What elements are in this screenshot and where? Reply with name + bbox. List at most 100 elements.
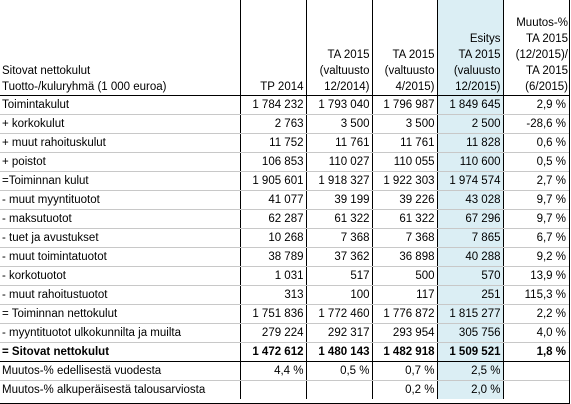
cell-tp2014: 62 287: [240, 209, 307, 229]
cell-ta2015-v12: 11 761: [306, 133, 373, 153]
cell-ta2015-v4: 0,2 %: [372, 380, 438, 399]
cell-muutos: 4,0 %: [503, 323, 570, 343]
table-row: - tuet ja avustukset 10 268 7 368 7 368 7 86…: [0, 228, 570, 248]
cell-muutos: 0,5 %: [503, 152, 570, 172]
row-label: - myyntituotot ulkokunnilta ja muilta: [0, 323, 241, 343]
cell-ta2015-v4: 1 482 918: [372, 342, 438, 362]
cell-tp2014: 313: [240, 285, 307, 305]
footer-row: Muutos-% edellisestä vuodesta 4,4 % 0,5 % 0…: [0, 361, 570, 381]
cell-ta2015-v4: 1 776 872: [372, 304, 438, 324]
cell-ta2015-v12: 0,5 %: [306, 361, 373, 381]
cell-muutos: 115,3 %: [503, 285, 570, 305]
cell-esitys: 1 815 277: [437, 304, 504, 324]
row-label: - muut myyntituotot: [0, 190, 241, 210]
cell-ta2015-v4: 39 226: [372, 190, 438, 210]
header-esitys: Esitys TA 2015 (valuusto 12/2015): [437, 0, 504, 96]
header-text: 4/2015): [395, 81, 435, 93]
cell-muutos: 1,8 %: [503, 342, 570, 362]
table-row: = Toiminnan nettokulut 1 751 836 1 772 460…: [0, 304, 570, 324]
cell-ta2015-v4: 3 500: [372, 114, 438, 134]
row-label: - muut rahoitustuotot: [0, 285, 241, 305]
cell-esitys: 305 756: [437, 323, 504, 343]
header-text: TA 2015: [526, 65, 568, 77]
cell-esitys: 43 028: [437, 190, 504, 210]
cell-ta2015-v12: 37 362: [306, 247, 373, 267]
row-label: + poistot: [0, 152, 241, 172]
cell-muutos: 2,2 %: [503, 304, 570, 324]
cell-ta2015-v12: 39 199: [306, 190, 373, 210]
cell-ta2015-v4: 61 322: [372, 209, 438, 229]
cell-esitys: 251: [437, 285, 504, 305]
cell-esitys: 2,5 %: [437, 361, 504, 381]
header-title: Sitovat nettokulut: [2, 65, 91, 77]
header-text: (valtuusto: [384, 65, 435, 77]
cell-tp2014: 38 789: [240, 247, 307, 267]
cell-tp2014: 2 763: [240, 114, 307, 134]
table-row: - korkotuotot 1 031 517 500 570 13,9 %: [0, 266, 570, 286]
row-label: Toimintakulut: [0, 95, 241, 115]
footer-row: Muutos-% alkuperäisestä talousarviosta 0,…: [0, 380, 570, 400]
header-text: 12/2015): [455, 81, 501, 93]
cell-esitys: 570: [437, 266, 504, 286]
row-label: = Sitovat nettokulut: [0, 342, 241, 362]
cell-muutos: 0,6 %: [503, 133, 570, 153]
cell-muutos: 6,7 %: [503, 228, 570, 248]
table-row: + korkokulut 2 763 3 500 3 500 2 500 -28,6 %: [0, 114, 570, 134]
header-text: TA 2015: [458, 49, 501, 61]
cell-ta2015-v12: [306, 380, 373, 399]
header-label-cell: Sitovat nettokulut Tuotto-/kuluryhmä (1 …: [0, 0, 241, 96]
header-text: 12/2014): [324, 81, 370, 93]
header-text: TA 2015: [392, 49, 435, 61]
header-row: Sitovat nettokulut Tuotto-/kuluryhmä (1 …: [0, 0, 570, 96]
cell-muutos: 9,2 %: [503, 247, 570, 267]
header-text: (valuusto: [453, 65, 501, 77]
table-row: + muut rahoituskulut 11 752 11 761 11 761 11…: [0, 133, 570, 153]
total-row: = Sitovat nettokulut 1 472 612 1 480 143 1 …: [0, 342, 570, 362]
header-text: (6/2015): [525, 81, 568, 93]
cell-ta2015-v12: 517: [306, 266, 373, 286]
cell-ta2015-v4: 11 761: [372, 133, 438, 153]
cell-esitys: 11 828: [437, 133, 504, 153]
header-text: TA 2015: [526, 33, 568, 45]
cell-esitys: 110 600: [437, 152, 504, 172]
header-tp2014-text: TP 2014: [260, 81, 304, 93]
cell-ta2015-v12: 1 772 460: [306, 304, 373, 324]
row-label: - korkotuotot: [0, 266, 241, 286]
header-ta2015-v12: TA 2015 (valtuusto 12/2014): [306, 0, 373, 96]
cell-ta2015-v4: 36 898: [372, 247, 438, 267]
header-tp2014: TP 2014: [240, 0, 307, 96]
cell-tp2014: [240, 380, 307, 399]
cell-muutos: 2,9 %: [503, 95, 570, 115]
header-text: (valtuusto: [319, 65, 370, 77]
cell-tp2014: 106 853: [240, 152, 307, 172]
table-row: - maksutuotot 62 287 61 322 61 322 67 296 9,7…: [0, 209, 570, 229]
cell-ta2015-v4: 110 055: [372, 152, 438, 172]
table-row: + poistot 106 853 110 027 110 055 110 600 0,5…: [0, 152, 570, 172]
cell-muutos: -28,6 %: [503, 114, 570, 134]
table-row: - muut myyntituotot 41 077 39 199 39 226 43 …: [0, 190, 570, 210]
cell-muutos: [503, 381, 570, 400]
cell-muutos: 9,7 %: [503, 190, 570, 210]
table-row: - muut rahoitustuotot 313 100 117 251 115,3 %: [0, 285, 570, 305]
header-muutos: Muutos-% TA 2015 (12/2015)/ TA 2015 (6/2…: [503, 0, 570, 96]
row-label: + muut rahoituskulut: [0, 133, 241, 153]
cell-ta2015-v12: 1 793 040: [306, 95, 373, 115]
cell-esitys: 1 974 574: [437, 171, 504, 191]
cell-tp2014: 279 224: [240, 323, 307, 343]
row-label: - tuet ja avustukset: [0, 228, 241, 248]
header-text: TA 2015: [327, 49, 370, 61]
table-row: - muut toimintatuotot 38 789 37 362 36 898 4…: [0, 247, 570, 267]
cell-ta2015-v12: 292 317: [306, 323, 373, 343]
table-row: Toimintakulut 1 784 232 1 793 040 1 796 987…: [0, 95, 570, 115]
row-label: = Toiminnan nettokulut: [0, 304, 241, 324]
cell-ta2015-v12: 7 368: [306, 228, 373, 248]
cell-ta2015-v12: 110 027: [306, 152, 373, 172]
cell-esitys: 40 288: [437, 247, 504, 267]
cell-muutos: 9,7 %: [503, 209, 570, 229]
header-subtitle: Tuotto-/kuluryhmä (1 000 euroa): [2, 81, 167, 93]
cell-esitys: 1 849 645: [437, 95, 504, 115]
row-label: - maksutuotot: [0, 209, 241, 229]
cell-ta2015-v12: 3 500: [306, 114, 373, 134]
cell-tp2014: 1 905 601: [240, 171, 307, 191]
